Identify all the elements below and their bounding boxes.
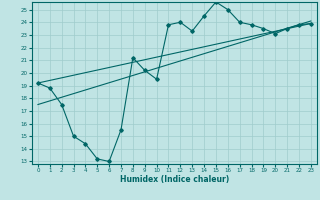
X-axis label: Humidex (Indice chaleur): Humidex (Indice chaleur) bbox=[120, 175, 229, 184]
